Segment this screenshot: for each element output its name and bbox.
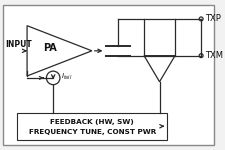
FancyBboxPatch shape (17, 113, 167, 140)
Text: FEEDBACK (HW, SW): FEEDBACK (HW, SW) (50, 119, 134, 125)
FancyBboxPatch shape (3, 5, 214, 145)
Text: PA: PA (43, 43, 57, 53)
Text: FREQUENCY TUNE, CONST PWR: FREQUENCY TUNE, CONST PWR (29, 129, 156, 135)
Text: $\mathit{I_{tail}}$: $\mathit{I_{tail}}$ (61, 72, 73, 82)
Text: TXM: TXM (205, 51, 223, 60)
Text: TXP: TXP (205, 14, 221, 23)
Text: INPUT: INPUT (5, 40, 32, 49)
